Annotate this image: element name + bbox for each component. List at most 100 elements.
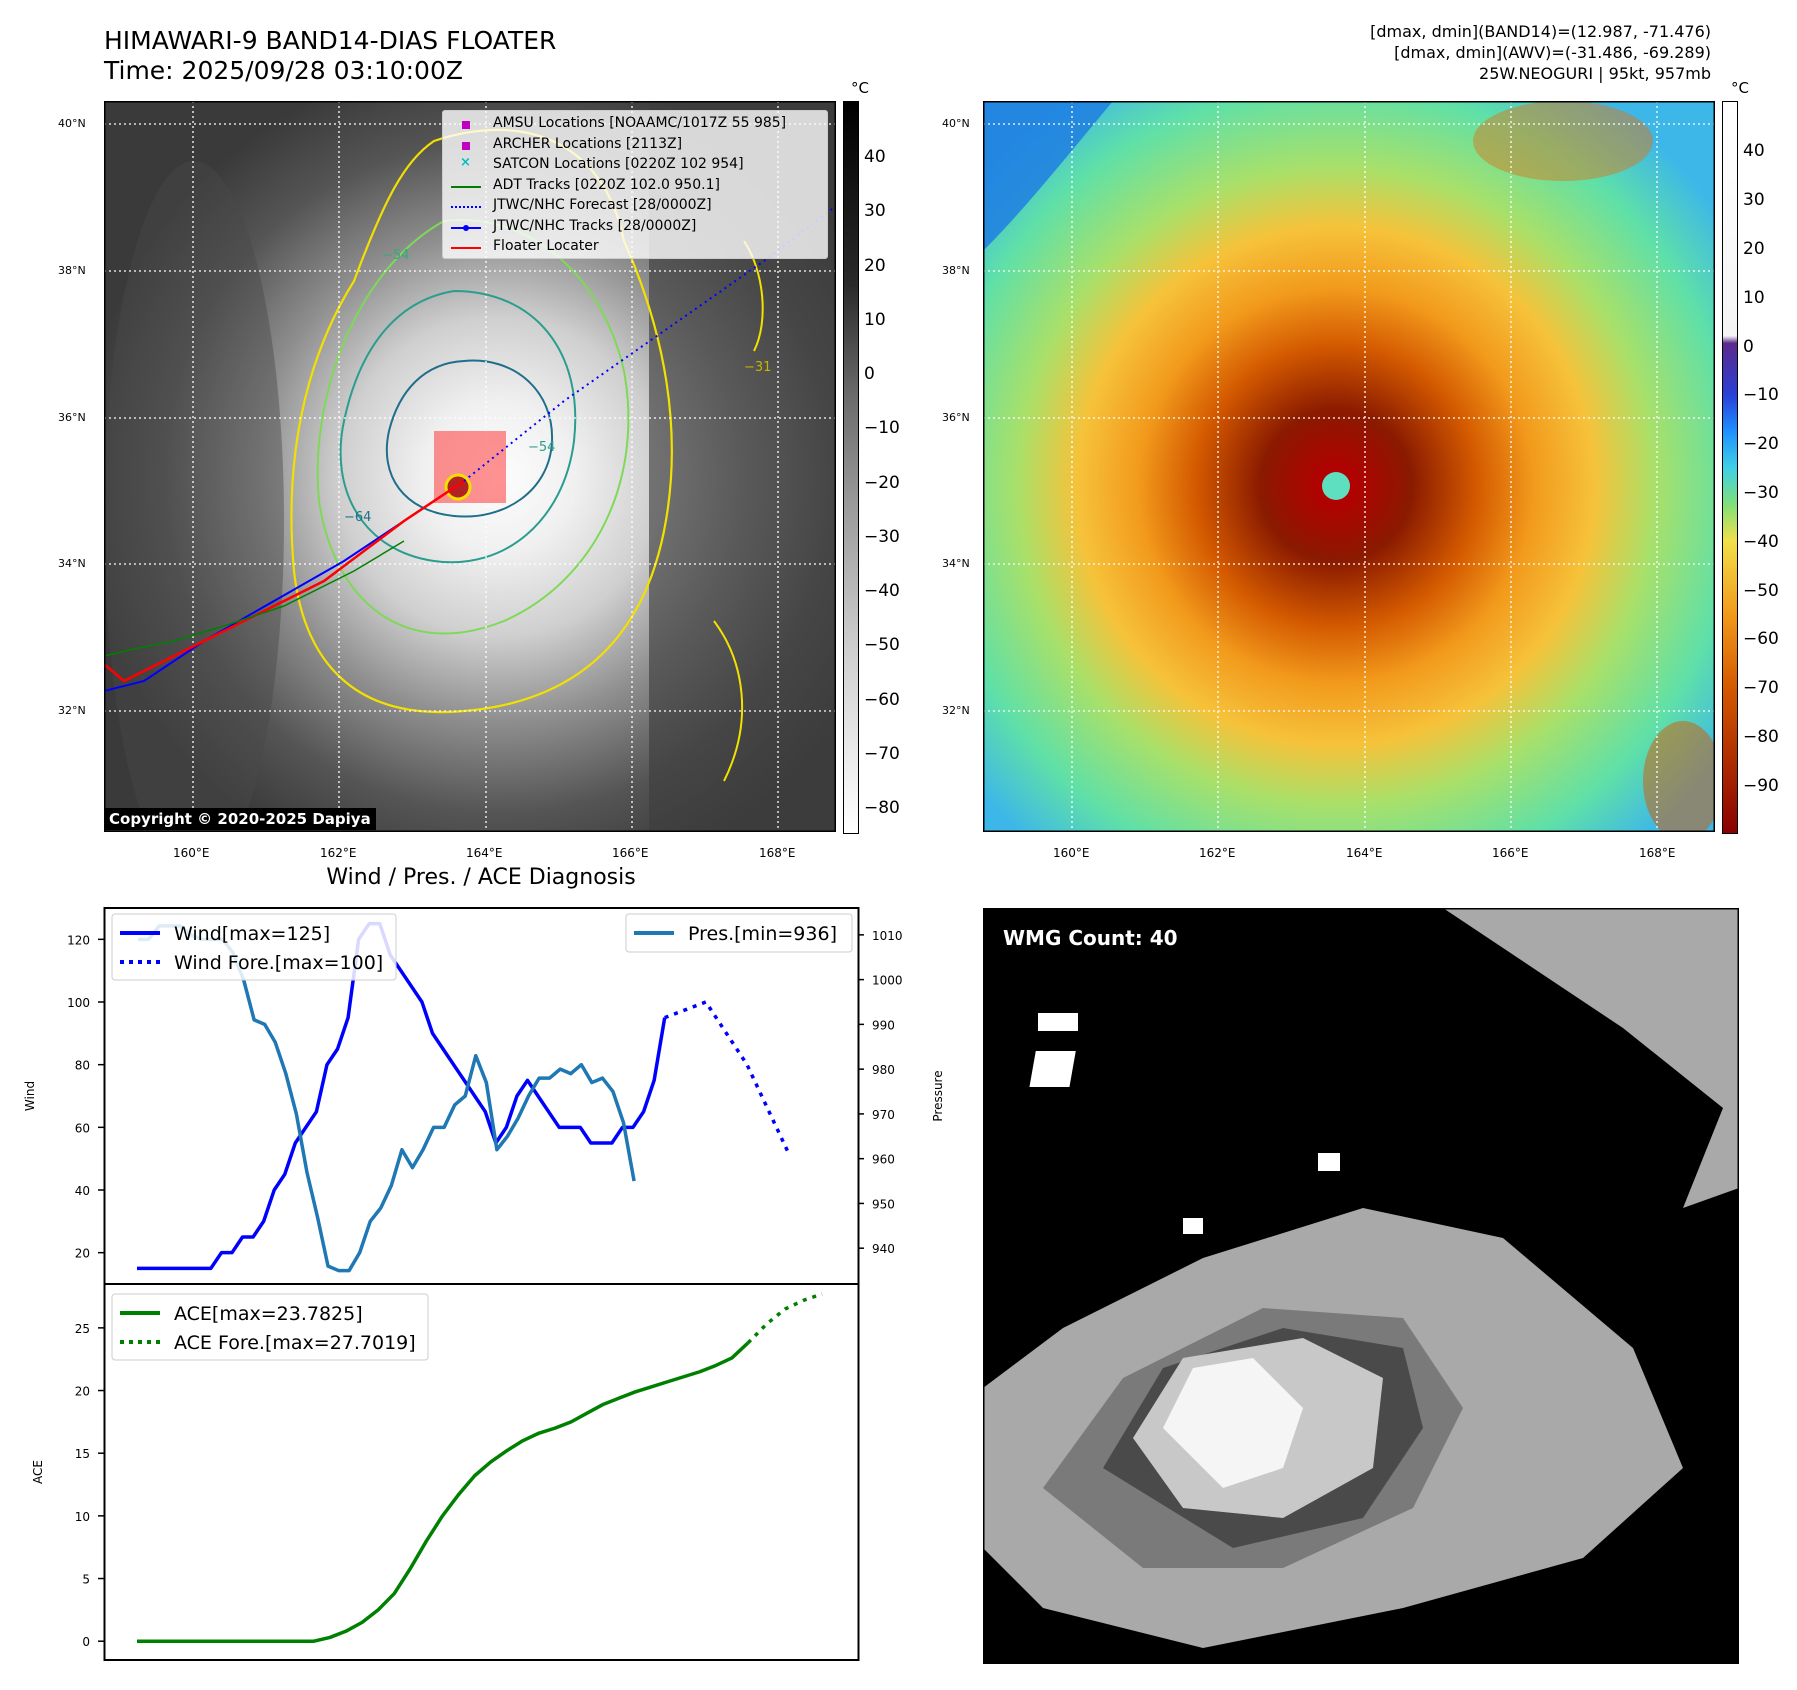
ir-colorbar-tick: −20 — [864, 473, 900, 493]
floater-track — [104, 479, 465, 683]
legend-label: ARCHER Locations [2113Z] — [493, 135, 683, 152]
awv-colorbar-tick: 30 — [1743, 190, 1765, 210]
contour-label: −31 — [744, 360, 771, 375]
ace-tick-label: 5 — [82, 1573, 90, 1587]
awv-colorbar-tick: −80 — [1743, 727, 1779, 747]
lon-label: 168°E — [759, 846, 796, 860]
ace-chart: 25 20 15 10 5 0 ACE ACE[max=23.7825] ACE Fore… — [31, 1284, 860, 1661]
lon-label: 164°E — [466, 846, 503, 860]
wind-series-line — [137, 921, 667, 1271]
wind-tick-label: 120 — [67, 933, 90, 947]
wind-tick-label: 40 — [75, 1184, 90, 1198]
contour-label: −54 — [528, 440, 555, 455]
contour-label: −54 — [382, 248, 409, 263]
ace-axis-label: ACE — [31, 1460, 45, 1484]
ace-forecast-line — [746, 1292, 823, 1345]
lat-label: 38°N — [58, 264, 86, 277]
lat-label: 34°N — [58, 557, 86, 570]
pressure-tick-label: 990 — [872, 1018, 895, 1032]
awv-map-panel — [983, 101, 1715, 832]
legend-acefore-label: ACE Fore.[max=27.7019] — [174, 1332, 416, 1354]
lat-label: 36°N — [58, 411, 86, 424]
ace-tick-label: 0 — [82, 1635, 90, 1649]
wind-pressure-chart: 120 100 80 60 40 20 1010 1000 990 980 970 960 950 94… — [23, 907, 945, 1285]
wind-tick-label: 20 — [75, 1247, 90, 1261]
legend-windfore-label: Wind Fore.[max=100] — [174, 952, 383, 974]
lat-label: 40°N — [58, 117, 86, 130]
ace-legend: ACE[max=23.7825] ACE Fore.[max=27.7019] — [111, 1293, 429, 1361]
legend-swatch — [449, 242, 483, 254]
legend-label: JTWC/NHC Tracks [28/0000Z] — [493, 217, 697, 234]
ace-series-line — [137, 1341, 750, 1643]
pressure-tick-label: 980 — [872, 1063, 895, 1077]
ace-tick-label: 20 — [75, 1385, 90, 1399]
storm-eye — [444, 473, 472, 501]
awv-colorbar — [1722, 101, 1738, 834]
lat-label: 32°N — [942, 704, 970, 717]
legend-label: JTWC/NHC Forecast [28/0000Z] — [493, 197, 712, 213]
band14-stat: [dmax, dmin](BAND14)=(12.987, -71.476) — [1370, 22, 1711, 41]
legend-swatch — [449, 201, 483, 213]
ace-tick-label: 10 — [75, 1510, 90, 1524]
pressure-tick-label: 970 — [872, 1108, 895, 1122]
ir-colorbar-tick: −40 — [864, 581, 900, 601]
legend-pres-label: Pres.[min=936] — [688, 923, 837, 945]
ir-map-panel: −54 −31 −64 −54 AMSU Locations [NOAAMC/1… — [104, 101, 836, 832]
awv-colorbar-tick: −90 — [1743, 776, 1779, 796]
diagnosis-title: Wind / Pres. / ACE Diagnosis — [326, 865, 636, 890]
pressure-tick-label: 960 — [872, 1153, 895, 1167]
ir-colorbar-tick: −80 — [864, 798, 900, 818]
copyright-label: Copyright © 2020-2025 Dapiya — [104, 808, 376, 830]
awv-colorbar-tick: −70 — [1743, 678, 1779, 698]
awv-colorbar-tick: −30 — [1743, 483, 1779, 503]
ir-colorbar-tick: 30 — [864, 201, 886, 221]
lon-label: 162°E — [1199, 846, 1236, 860]
lon-label: 160°E — [1053, 846, 1090, 860]
lat-label: 36°N — [942, 411, 970, 424]
legend-swatch — [449, 119, 483, 131]
lat-label: 32°N — [58, 704, 86, 717]
awv-colorbar-tick: −40 — [1743, 532, 1779, 552]
lon-label: 164°E — [1346, 846, 1383, 860]
awv-gridlines — [983, 101, 1715, 832]
awv-colorbar-tick: 40 — [1743, 141, 1765, 161]
ir-colorbar — [843, 101, 859, 834]
contour-inner — [385, 359, 554, 518]
lat-label: 40°N — [942, 117, 970, 130]
wind-forecast-line — [664, 1000, 790, 1154]
awv-colorbar-tick: −20 — [1743, 434, 1779, 454]
legend-swatch — [449, 181, 483, 193]
ir-colorbar-tick: −10 — [864, 418, 900, 438]
lon-label: 168°E — [1639, 846, 1676, 860]
wind-tick-label: 100 — [67, 996, 90, 1010]
awv-eye — [1322, 472, 1350, 500]
lon-label: 166°E — [1492, 846, 1529, 860]
contour-green — [316, 219, 630, 635]
pressure-tick-label: 1000 — [872, 974, 903, 988]
pressure-tick-label: 1010 — [872, 929, 903, 943]
awv-stat: [dmax, dmin](AWV)=(-31.486, -69.289) — [1394, 43, 1711, 62]
wind-legend: Wind[max=125] Wind Fore.[max=100] Pres.[… — [111, 913, 853, 981]
lon-label: 162°E — [320, 846, 357, 860]
ace-tick-label: 15 — [75, 1447, 90, 1461]
lon-label: 166°E — [612, 846, 649, 860]
legend-label: SATCON Locations [0220Z 102 954] — [493, 156, 744, 172]
wind-tick-label: 60 — [75, 1121, 90, 1135]
wind-tick-label: 80 — [75, 1059, 90, 1073]
lon-label: 160°E — [173, 846, 210, 860]
ir-colorbar-unit: °C — [851, 79, 869, 97]
awv-colorbar-tick: 10 — [1743, 288, 1765, 308]
storm-info: 25W.NEOGURI | 95kt, 957mb — [1479, 64, 1711, 83]
ir-colorbar-tick: 0 — [864, 364, 875, 384]
wind-axis-label: Wind — [23, 1081, 37, 1111]
pressure-axis-label: Pressure — [931, 1070, 945, 1121]
adt-track — [104, 540, 405, 657]
ir-colorbar-tick: −70 — [864, 744, 900, 764]
figure-title: HIMAWARI-9 BAND14-DIAS FLOATER — [104, 26, 557, 55]
awv-colorbar-tick: −50 — [1743, 581, 1779, 601]
ir-colorbar-tick: −50 — [864, 635, 900, 655]
legend-ace-label: ACE[max=23.7825] — [174, 1303, 363, 1325]
awv-colorbar-unit: °C — [1731, 79, 1749, 97]
pressure-tick-label: 940 — [872, 1242, 895, 1256]
figure-time: Time: 2025/09/28 03:10:00Z — [104, 56, 463, 85]
